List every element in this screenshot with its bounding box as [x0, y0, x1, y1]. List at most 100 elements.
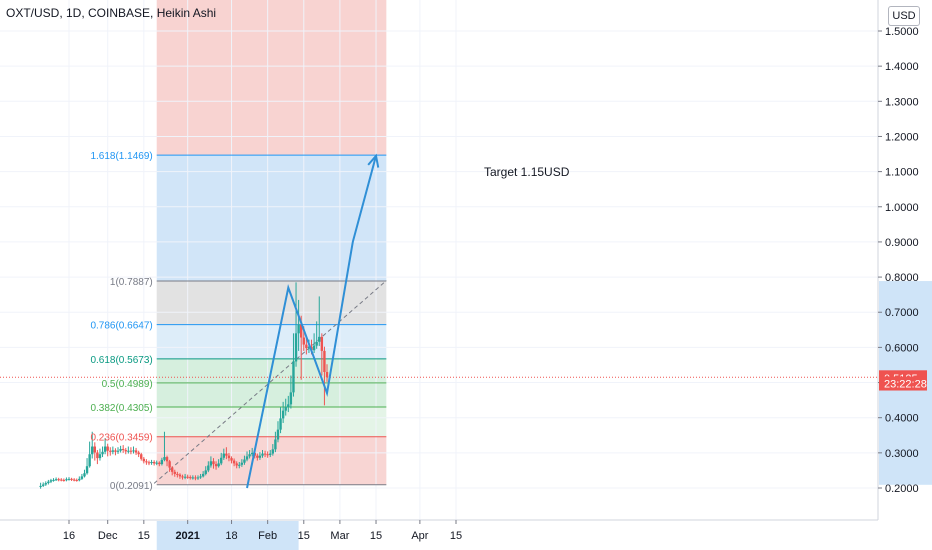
- candle-body: [91, 446, 94, 455]
- y-tick-label: 1.3000: [885, 96, 919, 108]
- candle-body: [227, 455, 231, 459]
- y-tick-label: 0.2000: [885, 483, 919, 495]
- pattern-path-group: [246, 153, 380, 489]
- fib-level-label: 1.618(1.1469): [90, 151, 152, 162]
- candle-body: [258, 455, 262, 458]
- candle-body: [52, 479, 55, 481]
- candle-body: [173, 471, 176, 474]
- candle-body: [305, 344, 308, 349]
- candle-body: [145, 461, 148, 463]
- x-axis-range-highlight: [156, 521, 299, 550]
- y-tick-label: 0.8000: [885, 272, 919, 284]
- candle-body: [191, 477, 195, 479]
- candle-body: [171, 467, 174, 472]
- x-tick-label: 18: [225, 530, 237, 542]
- fib-zone: [156, 406, 387, 437]
- candle-body: [263, 453, 267, 455]
- candle-body: [199, 476, 202, 478]
- candle-body: [232, 460, 236, 464]
- fib-zone: [156, 324, 387, 359]
- candle-body: [158, 462, 161, 465]
- trendline-group: [0, 280, 878, 484]
- candle-body: [83, 473, 86, 477]
- price-label-bg: [879, 376, 927, 391]
- candle-body: [176, 473, 179, 475]
- candle-body: [230, 458, 233, 461]
- candle-body: [279, 418, 282, 430]
- candle-body: [47, 481, 50, 484]
- candle-body: [256, 455, 259, 458]
- fib-level-label: 0.236(0.3459): [90, 433, 152, 444]
- candle-body: [315, 341, 318, 346]
- x-tick-label: 2021: [175, 530, 199, 542]
- candle-body: [287, 404, 290, 408]
- candle-body: [101, 451, 104, 455]
- fib-level-label: 0.786(0.6647): [90, 321, 152, 332]
- fib-zone: [156, 382, 387, 407]
- candle-body: [109, 450, 112, 452]
- candle-body: [134, 450, 138, 453]
- candle-body: [96, 452, 99, 459]
- candle-body: [212, 461, 215, 465]
- candle-body: [240, 462, 244, 465]
- candle-body: [65, 479, 68, 481]
- candle-body: [129, 450, 133, 452]
- candle-body: [189, 477, 192, 479]
- candle-body: [178, 474, 182, 477]
- candle-body: [235, 463, 238, 466]
- y-tick-label: 0.9000: [885, 237, 919, 249]
- fib-level-label: 0.382(0.4305): [90, 403, 152, 414]
- candle-body: [307, 346, 311, 349]
- y-tick-label: 0.3000: [885, 448, 919, 460]
- y-tick-label: 1.5000: [885, 26, 919, 38]
- candle-body: [217, 463, 220, 467]
- candle-body: [320, 336, 324, 351]
- fib-zone: [156, 155, 387, 282]
- candle-body: [85, 466, 89, 474]
- candle-body: [220, 457, 223, 464]
- candle-body: [132, 450, 135, 452]
- candle-body: [57, 479, 60, 481]
- y-tick-label: 1.1000: [885, 167, 919, 179]
- pattern-arrowhead: [367, 153, 380, 168]
- grid: [0, 0, 878, 520]
- candle-body: [44, 483, 47, 485]
- candle-body: [98, 454, 102, 459]
- candle-body: [72, 479, 76, 481]
- candle-body: [165, 457, 169, 462]
- candle-body: [168, 461, 171, 468]
- x-tick-label: Apr: [411, 530, 428, 542]
- x-tick-label: 15: [370, 530, 382, 542]
- candle-body: [297, 324, 300, 334]
- candle-body: [181, 476, 184, 478]
- candle-body: [116, 450, 120, 452]
- candle-body: [196, 477, 200, 479]
- candle-body: [163, 457, 166, 460]
- y-tick-label: 1.2000: [885, 131, 919, 143]
- candle-body: [225, 453, 228, 456]
- candle-body: [60, 479, 63, 481]
- candle-body: [325, 371, 329, 378]
- candle-body: [106, 446, 109, 451]
- candle-body: [312, 345, 316, 351]
- candle-body: [42, 484, 45, 486]
- x-tick-label: 16: [63, 530, 75, 542]
- y-axis: 1.5000 1.4000 1.3000 1.2000 1.1000 1.0000 0.90…: [877, 0, 932, 550]
- fib-zone: [156, 281, 387, 325]
- candle-body: [269, 453, 272, 455]
- candle-body: [62, 479, 66, 481]
- candle-body: [292, 361, 295, 393]
- candle-body: [209, 461, 213, 466]
- candle-body: [183, 476, 187, 478]
- y-tick-label: 1.0000: [885, 202, 919, 214]
- pattern-path: [246, 155, 377, 489]
- candle-body: [111, 450, 115, 452]
- currency-button[interactable]: USD: [888, 6, 920, 26]
- fib-level-labels: 1.618(1.1469) 1(0.7887) 0.786(0.6647) 0.618…: [90, 151, 152, 492]
- candle-body: [250, 452, 254, 455]
- candle-body: [67, 478, 71, 480]
- x-tick-label: 15: [450, 530, 462, 542]
- candle-body: [274, 439, 277, 450]
